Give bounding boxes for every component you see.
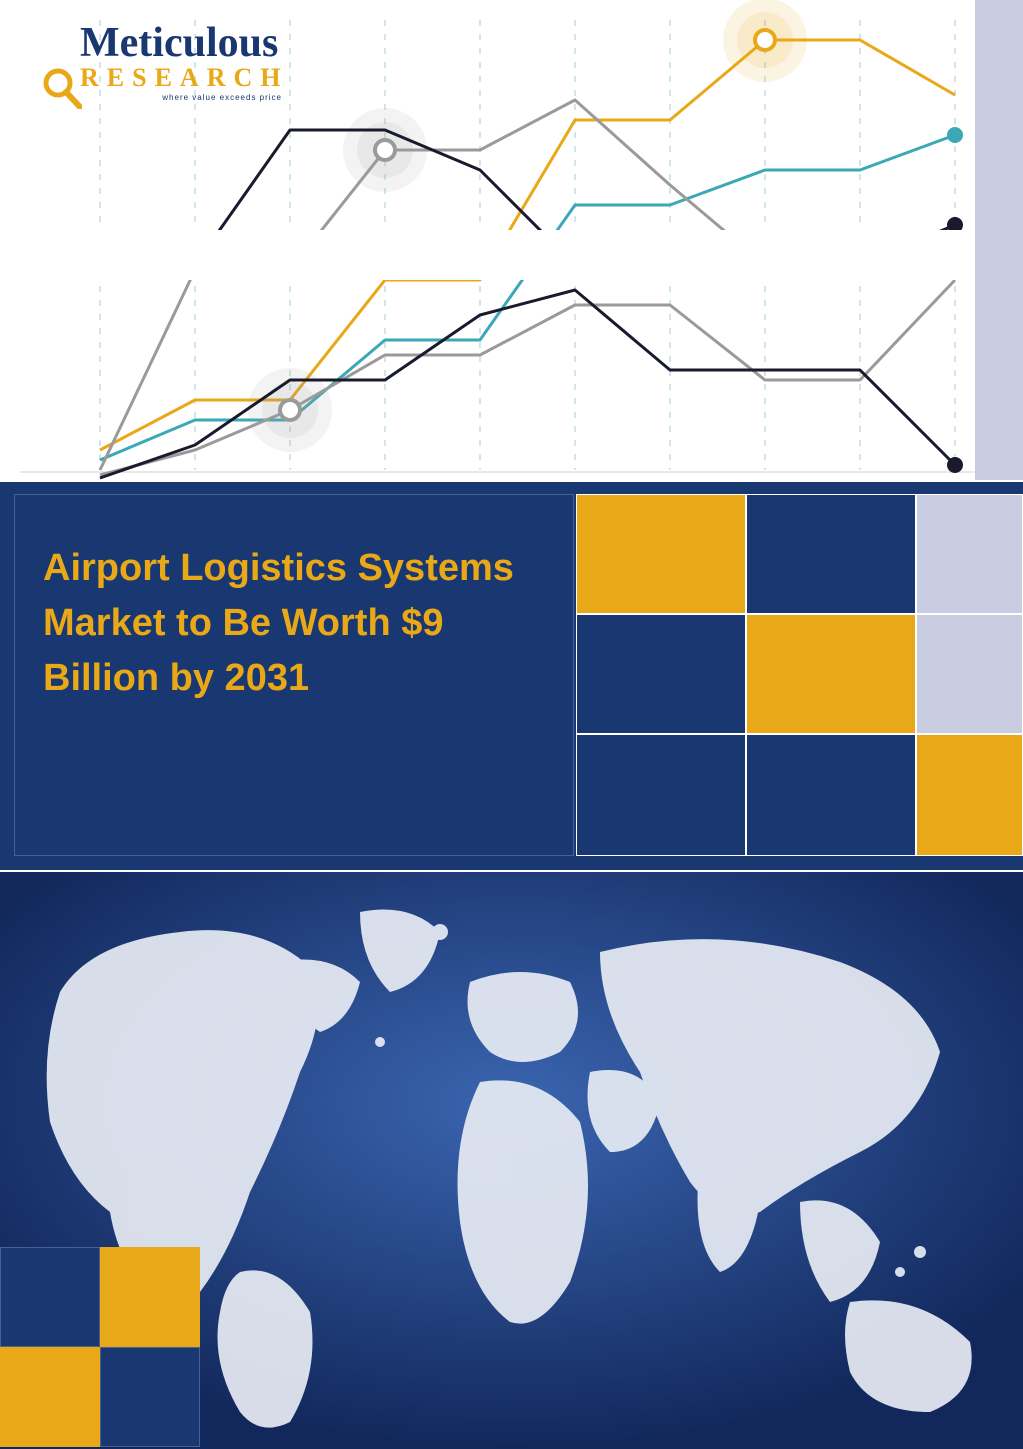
grid-cell: [576, 734, 746, 856]
logo-main: Meticulous: [80, 25, 282, 63]
grid-cell: [100, 1247, 200, 1347]
world-map-section: [0, 870, 1023, 1447]
grid-cell: [100, 1347, 200, 1447]
bottom-decorative-grid: [0, 870, 200, 1447]
sidebar-accent: [975, 0, 1023, 480]
title-panel: Airport Logistics Systems Market to Be W…: [14, 494, 574, 856]
grid-cell: [916, 614, 1023, 734]
decorative-grid: [576, 494, 1023, 856]
logo: Meticulous RESEARCH where value exceeds …: [42, 25, 282, 102]
grid-cell: [746, 734, 916, 856]
logo-tagline: where value exceeds price: [80, 93, 282, 102]
grid-cell: [916, 494, 1023, 614]
logo-sub: RESEARCH: [80, 63, 282, 93]
chart-section: Meticulous RESEARCH where value exceeds …: [0, 0, 1023, 480]
magnifier-icon: [40, 67, 82, 109]
grid-cell: [746, 614, 916, 734]
grid-cell: [916, 734, 1023, 856]
grid-cell: [0, 1347, 100, 1447]
page-title: Airport Logistics Systems Market to Be W…: [43, 541, 545, 706]
grid-cell: [576, 614, 746, 734]
grid-cell: [576, 494, 746, 614]
grid-cell: [746, 494, 916, 614]
grid-cell: [0, 1247, 100, 1347]
